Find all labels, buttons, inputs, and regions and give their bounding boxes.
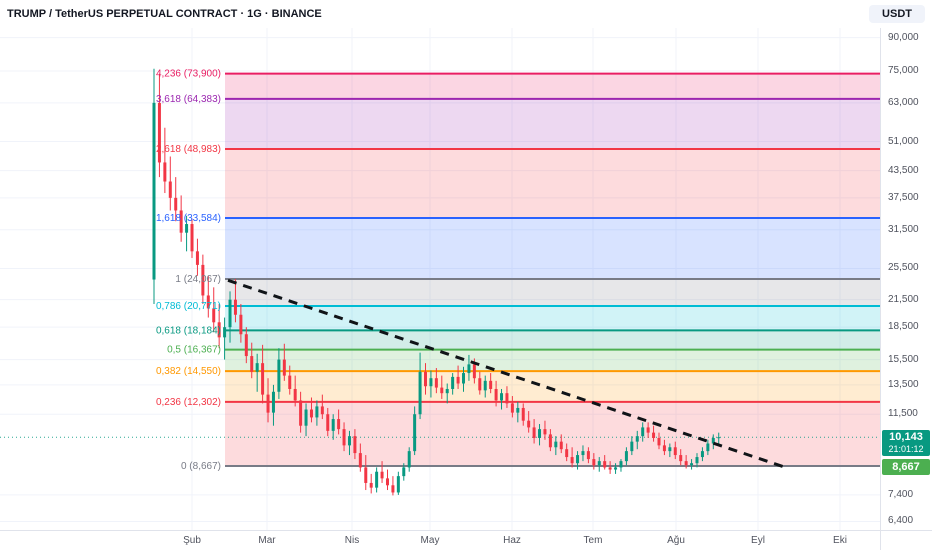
fib-level-lines[interactable] xyxy=(225,72,880,467)
chart-plot-area[interactable]: 4,236 (73,900) 3,618 (64,383) 2,618 (48,98… xyxy=(0,28,880,530)
price-tick-label: 37,500 xyxy=(888,191,919,203)
time-tick-label: Ağu xyxy=(667,535,685,546)
fib-level-label: 0,618 (18,184) xyxy=(156,325,221,336)
bar-countdown: 21:01:12 xyxy=(888,444,924,454)
time-tick-label: Eyl xyxy=(751,535,765,546)
price-tick-label: 75,000 xyxy=(888,64,919,76)
fib-level-label: 0 (8,667) xyxy=(181,461,221,472)
fib-level-label: 0,236 (12,302) xyxy=(156,397,221,408)
fib-retracement-bands[interactable] xyxy=(225,73,880,466)
price-tick-label: 21,500 xyxy=(888,293,919,305)
fib-level-label: 2,618 (48,983) xyxy=(156,144,221,155)
price-axis[interactable]: 10,143 21:01:12 8,667 90,000 75,000 63,000… xyxy=(880,28,932,530)
time-tick-label: Şub xyxy=(183,535,201,546)
fib-level-label: 0,382 (14,550) xyxy=(156,366,221,377)
time-tick-label: May xyxy=(420,535,440,546)
price-tick-label: 43,500 xyxy=(888,164,919,176)
time-tick-label: Nis xyxy=(344,535,360,546)
price-tick-label: 90,000 xyxy=(888,31,919,43)
fib-level-label: 1,618 (33,584) xyxy=(156,213,221,224)
price-tick-label: 63,000 xyxy=(888,96,919,108)
currency-toggle-button[interactable]: USDT xyxy=(869,5,925,23)
candlestick-series xyxy=(152,68,721,496)
price-tick-label: 7,400 xyxy=(888,488,914,500)
fib-level-labels: 4,236 (73,900) 3,618 (64,383) 2,618 (48,98… xyxy=(156,69,221,472)
last-price-value: 10,143 xyxy=(889,431,923,443)
horizontal-gridlines xyxy=(0,37,880,522)
price-tick-label: 25,500 xyxy=(888,262,919,274)
price-tick-label: 11,500 xyxy=(888,408,918,420)
time-axis[interactable]: Şub Mar Nis May Haz Tem Ağu Eyl Eki xyxy=(0,530,880,550)
price-tick-label: 6,400 xyxy=(888,515,914,527)
time-tick-label: Mar xyxy=(258,535,276,546)
fib-level-label: 1 (24,067) xyxy=(175,274,221,285)
time-tick-label: Haz xyxy=(503,535,521,546)
chart-header: TRUMP / TetherUS PERPETUAL CONTRACT · 1G… xyxy=(0,0,932,28)
time-tick-label: Eki xyxy=(833,535,847,546)
price-tick-label: 31,500 xyxy=(888,223,919,235)
fib-level-label: 3,618 (64,383) xyxy=(156,94,221,105)
price-tick-label: 18,500 xyxy=(888,321,919,333)
fib-level-label: 0,5 (16,367) xyxy=(167,345,221,356)
price-chart[interactable]: 4,236 (73,900) 3,618 (64,383) 2,618 (48,98… xyxy=(0,28,880,530)
fib-level-label: 4,236 (73,900) xyxy=(156,69,221,80)
fib-level-label: 0,786 (20,771) xyxy=(156,301,221,312)
axis-corner xyxy=(880,530,932,550)
trend-line[interactable] xyxy=(227,278,784,468)
price-tick-label: 15,500 xyxy=(888,353,919,365)
fib-zero-level-badge: 8,667 xyxy=(882,459,930,475)
last-price-badge: 10,143 21:01:12 xyxy=(882,430,930,456)
time-tick-label: Tem xyxy=(583,535,603,546)
price-tick-label: 13,500 xyxy=(888,378,919,390)
symbol-title[interactable]: TRUMP / TetherUS PERPETUAL CONTRACT · 1G… xyxy=(7,8,322,20)
price-tick-label: 51,000 xyxy=(888,135,919,147)
